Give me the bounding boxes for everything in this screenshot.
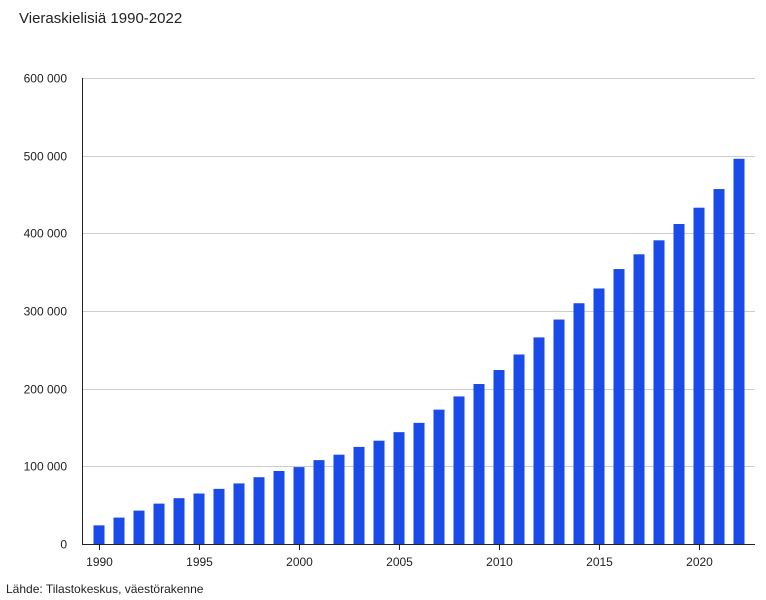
bar-2001 bbox=[313, 460, 325, 544]
y-tick-label: 600 000 bbox=[24, 72, 68, 86]
x-tick-label: 2010 bbox=[486, 555, 513, 569]
bar-2012 bbox=[533, 337, 545, 544]
bar-2021 bbox=[713, 189, 725, 544]
chart-title: Vieraskielisiä 1990-2022 bbox=[19, 10, 183, 27]
bar-2005 bbox=[393, 432, 405, 544]
bar-2014 bbox=[573, 303, 585, 544]
y-tick-label: 200 000 bbox=[24, 383, 68, 397]
y-tick-labels: 0 100 000 200 000 300 000 400 000 500 000 600 … bbox=[24, 72, 68, 552]
bar-2003 bbox=[353, 446, 365, 544]
y-tick-label: 400 000 bbox=[24, 227, 68, 241]
bar-1998 bbox=[253, 477, 265, 544]
bar-2010 bbox=[493, 370, 505, 544]
bar-2011 bbox=[513, 354, 525, 544]
bar-2018 bbox=[653, 240, 665, 544]
bar-1990 bbox=[93, 525, 105, 544]
y-tick-label: 100 000 bbox=[24, 460, 68, 474]
x-tick-label: 2015 bbox=[586, 555, 613, 569]
bar-2008 bbox=[453, 396, 465, 544]
bar-2006 bbox=[413, 422, 425, 544]
bar-2019 bbox=[673, 224, 685, 544]
bar-2007 bbox=[433, 409, 445, 544]
axes bbox=[82, 78, 755, 550]
chart-source: Lähde: Tilastokeskus, väestörakenne bbox=[6, 582, 204, 596]
y-tick-label: 0 bbox=[60, 538, 67, 552]
bar-2013 bbox=[553, 319, 565, 544]
bar-2009 bbox=[473, 384, 485, 544]
bar-2022 bbox=[733, 158, 745, 544]
x-tick-label: 2000 bbox=[286, 555, 313, 569]
bar-2000 bbox=[293, 467, 305, 544]
y-tick-label: 300 000 bbox=[24, 305, 68, 319]
bar-2017 bbox=[633, 254, 645, 545]
x-tick-label: 1995 bbox=[186, 555, 213, 569]
bar-1992 bbox=[133, 510, 145, 544]
bar-2020 bbox=[693, 207, 705, 544]
y-tick-label: 500 000 bbox=[24, 150, 68, 164]
bar-2015 bbox=[593, 288, 605, 544]
bar-1993 bbox=[153, 503, 165, 544]
bar-2004 bbox=[373, 440, 385, 544]
bars bbox=[93, 158, 745, 545]
bar-1997 bbox=[233, 483, 245, 544]
bar-1991 bbox=[113, 517, 125, 544]
bar-2016 bbox=[613, 269, 625, 544]
x-tick-labels: 1990 1995 2000 2005 2010 2015 2020 bbox=[86, 555, 713, 569]
bar-1999 bbox=[273, 470, 285, 544]
x-tick-label: 1990 bbox=[86, 555, 113, 569]
bar-2002 bbox=[333, 454, 345, 544]
x-tick-label: 2020 bbox=[686, 555, 713, 569]
bar-1996 bbox=[213, 488, 225, 544]
x-tick-label: 2005 bbox=[386, 555, 413, 569]
bar-1995 bbox=[193, 493, 205, 544]
bar-1994 bbox=[173, 498, 185, 544]
